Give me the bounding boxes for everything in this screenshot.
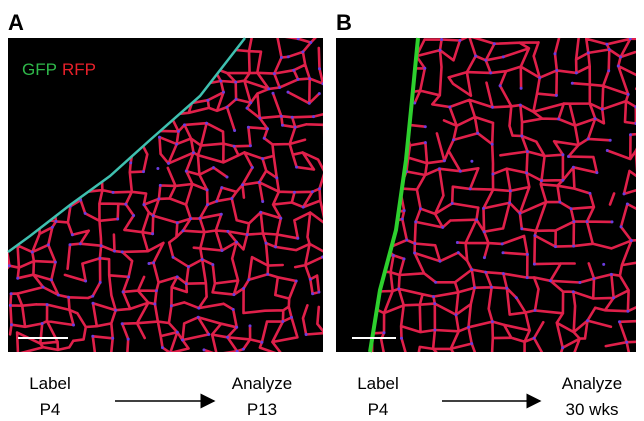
image-a [8, 38, 323, 352]
panel-letter: A [8, 10, 24, 35]
timeline-time: P4 [368, 400, 389, 419]
timeline-label: Label [29, 374, 71, 393]
timeline-label: Analyze [562, 374, 622, 393]
timeline-time: P13 [247, 400, 277, 419]
channel-label: RFP [62, 60, 96, 79]
panel-letter: B [336, 10, 352, 35]
timeline-label: Label [357, 374, 399, 393]
channel-label: GFP [22, 60, 57, 79]
timeline-time: P4 [40, 400, 61, 419]
timeline-time: 30 wks [566, 400, 619, 419]
figure: A B GFP RFP Label P4 Analyze P13 Label P… [0, 0, 644, 421]
timeline-label: Analyze [232, 374, 292, 393]
